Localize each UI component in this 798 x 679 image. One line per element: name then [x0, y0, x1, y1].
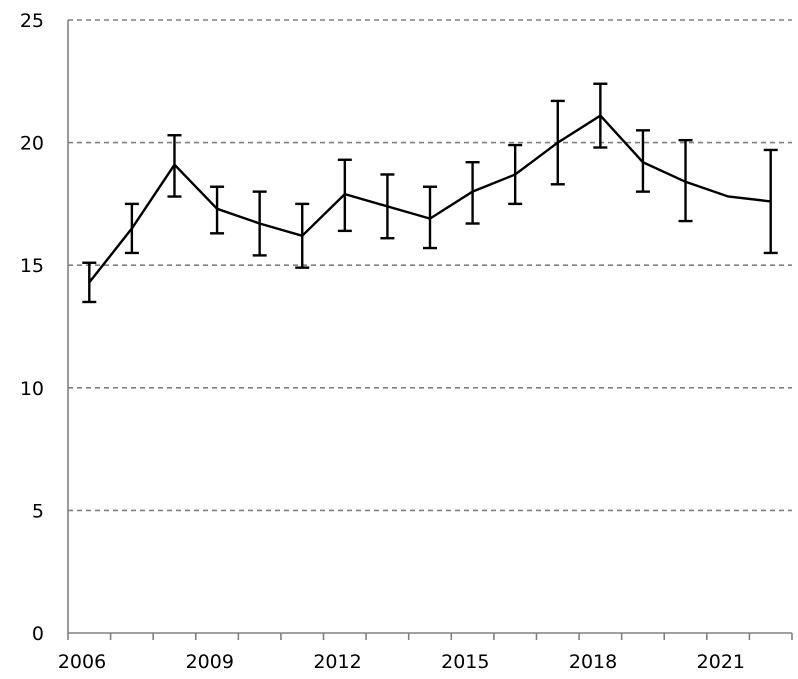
- x-tick-label: 2015: [441, 651, 489, 673]
- error-bar: [763, 148, 778, 255]
- y-tick-label: 5: [32, 500, 44, 522]
- y-tick-labels: 0 5 10 15 20 25: [20, 10, 44, 645]
- x-tick-label: 2012: [313, 651, 361, 673]
- x-tick-label: 2021: [697, 651, 745, 673]
- error-bars: [82, 82, 778, 304]
- x-tick-label: 2018: [569, 651, 617, 673]
- axes: [67, 20, 793, 640]
- x-tick-labels: 2006 2009 2012 2015 2018 2021: [58, 651, 745, 673]
- x-tick-label: 2006: [58, 651, 106, 673]
- y-tick-label: 0: [32, 623, 44, 645]
- x-tick-label: 2009: [186, 651, 234, 673]
- y-tick-label: 10: [20, 378, 44, 400]
- y-tick-label: 20: [20, 133, 44, 155]
- y-tick-label: 15: [20, 255, 44, 277]
- gridlines: [68, 19, 792, 512]
- y-tick-label: 25: [20, 10, 44, 32]
- series-line: [88, 114, 771, 284]
